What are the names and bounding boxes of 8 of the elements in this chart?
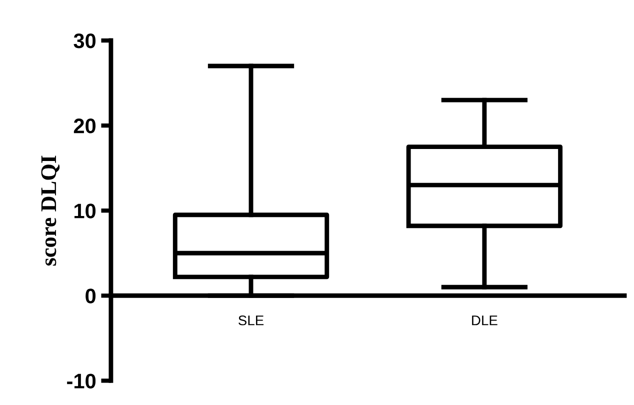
y-tick-label: 0 [86, 288, 96, 304]
x-tick-label: SLE [238, 315, 264, 326]
y-tick-label: 20 [74, 118, 96, 134]
y-tick-label: -10 [67, 374, 96, 388]
y-tick-label: 30 [74, 34, 96, 48]
x-tick-label: DLE [472, 316, 498, 326]
y-axis-title: score DLQI [41, 156, 60, 266]
y-tick-label: 10 [74, 204, 96, 218]
